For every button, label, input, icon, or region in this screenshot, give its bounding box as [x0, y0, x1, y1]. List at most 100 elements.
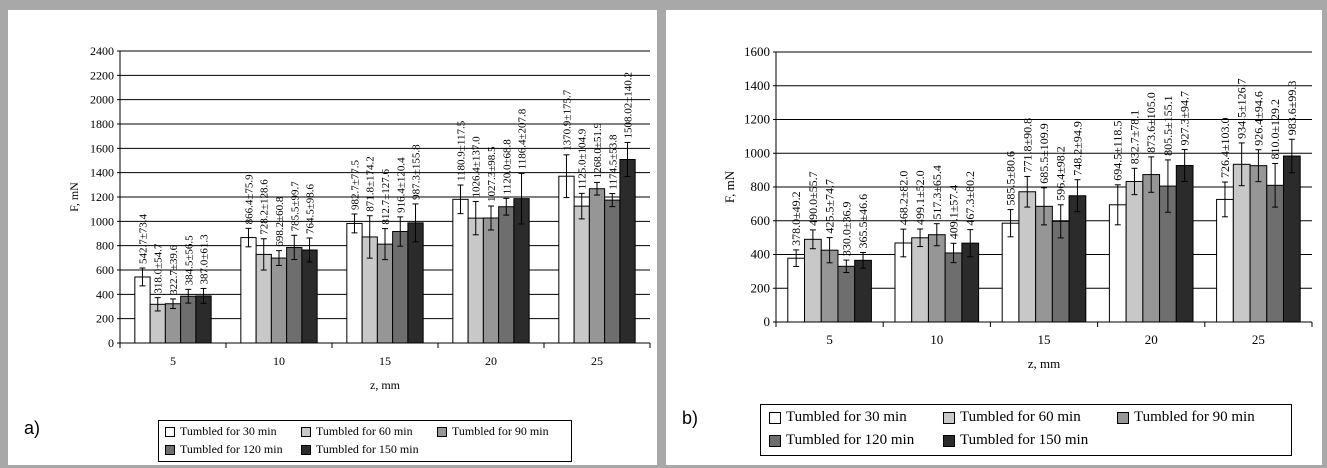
bar	[1232, 163, 1251, 323]
x-tick-label: 20	[1145, 332, 1158, 347]
data-label: 1370.9±175.7	[561, 89, 573, 151]
data-label: 983.6±99.3	[1285, 81, 1299, 136]
bar	[1216, 198, 1234, 323]
legend-item: Tumbled for 90 min	[1117, 409, 1255, 426]
bar	[558, 175, 575, 344]
bar	[1249, 165, 1268, 323]
legend-label: Tumbled for 150 min	[960, 432, 1089, 448]
y-tick-label: 1800	[90, 117, 114, 131]
bar	[240, 237, 257, 344]
data-label: 318.0±54.7	[153, 243, 165, 294]
bar	[1001, 222, 1020, 323]
legend-swatch	[769, 411, 781, 424]
legend-swatch	[943, 434, 955, 447]
x-tick-label: 25	[1252, 332, 1265, 347]
bar	[452, 198, 469, 344]
bar	[1142, 174, 1161, 323]
data-label: 384.5±56.5	[183, 235, 195, 286]
bar	[944, 252, 963, 323]
legend-item: Tumbled for 150 min	[301, 442, 419, 457]
data-label: 1027.3±98.5	[486, 146, 498, 202]
x-tick-label: 5	[170, 354, 176, 368]
bar	[854, 259, 872, 323]
bar	[1068, 195, 1087, 323]
y-tick-label: 1600	[90, 141, 114, 155]
data-label: 1508.02±140.2	[623, 72, 635, 139]
y-tick-label: 0	[764, 314, 771, 329]
legend-item: Tumbled for 30 min	[769, 409, 907, 426]
legend-swatch	[165, 426, 175, 437]
data-label: 812.7±127.6	[380, 169, 392, 225]
data-label: 468.2±82.0	[896, 171, 910, 226]
bar	[1018, 191, 1037, 323]
data-label: 499.1±52.0	[913, 170, 927, 225]
data-label: 685.5±109.9	[1037, 123, 1051, 184]
y-tick-label: 1200	[744, 112, 770, 127]
y-tick-label: 1400	[744, 78, 770, 93]
data-label: 987.3±155.8	[411, 144, 423, 200]
data-label: 1268.0±51.9	[592, 122, 604, 178]
x-tick-label: 25	[591, 354, 603, 368]
data-label: 810.0±129.2	[1268, 99, 1282, 160]
bar	[1282, 155, 1301, 323]
data-label: 832.7±78.1	[1127, 110, 1141, 165]
data-label: 1125.0±104.9	[577, 128, 589, 189]
data-label: 425.5±74.7	[823, 179, 837, 234]
bar	[346, 222, 363, 344]
y-tick-label: 2400	[90, 44, 114, 58]
bar	[270, 257, 288, 344]
bar	[164, 303, 182, 344]
bar	[286, 246, 303, 344]
legend-label: Tumbled for 30 min	[180, 424, 277, 438]
legend-swatch	[943, 411, 955, 424]
bar	[1175, 165, 1194, 323]
x-tick-label: 10	[273, 354, 285, 368]
legend-label: Tumbled for 60 min	[960, 409, 1081, 425]
y-tick-label: 600	[751, 213, 771, 228]
x-tick-label: 5	[826, 332, 833, 347]
y-tick-label: 0	[108, 336, 114, 350]
legend-item: Tumbled for 150 min	[943, 432, 1088, 449]
legend-swatch	[165, 444, 175, 455]
data-label: 387.0±61.3	[199, 234, 211, 285]
bar	[804, 238, 822, 323]
legend-label: Tumbled for 150 min	[316, 442, 419, 456]
y-tick-label: 600	[96, 263, 114, 277]
bar	[604, 199, 621, 344]
y-tick-label: 2000	[90, 93, 114, 107]
chart-panel-a: 0 200 400 600 800 1000 1200 1400 1600 1800 2000 220…	[8, 10, 657, 465]
legend-label: Tumbled for 120 min	[786, 432, 915, 448]
data-label: 330.0±36.9	[839, 201, 853, 256]
data-label: 322.7±39.6	[168, 244, 180, 295]
data-label: 1180.9±117.5	[455, 120, 467, 181]
x-axis-label: z, mm	[370, 378, 401, 392]
data-label: 871.8±174.2	[365, 156, 377, 212]
chart-panel-b: 0 200 400 600 800 1000 1200 1400 1600 378.0±49.2 4…	[666, 10, 1322, 465]
y-tick-label: 200	[96, 312, 114, 326]
legend-swatch	[437, 426, 447, 437]
bar	[301, 249, 318, 344]
bar	[911, 237, 929, 323]
y-tick-label: 1600	[744, 44, 770, 59]
data-label: 1120.0±68.8	[501, 139, 513, 195]
legend-b: Tumbled for 30 min Tumbled for 60 min Tumb…	[760, 404, 1292, 456]
data-label: 748.2±94.9	[1070, 121, 1084, 176]
legend-swatch	[769, 434, 781, 447]
data-label: 873.6±105.0	[1144, 92, 1158, 153]
y-tick-label: 200	[751, 280, 771, 295]
panel-label-a: a)	[24, 418, 41, 438]
legend-swatch	[301, 426, 311, 437]
legend-item: Tumbled for 60 min	[943, 409, 1081, 426]
bar	[619, 159, 636, 344]
bar	[1125, 180, 1144, 323]
legend-label: Tumbled for 90 min	[1134, 409, 1255, 425]
panel-label-b: b)	[682, 408, 699, 428]
y-tick-label: 800	[751, 179, 771, 194]
bar	[573, 205, 590, 344]
y-axis-label: F, mN	[67, 182, 81, 212]
data-label: 726.4±103.0	[1218, 117, 1232, 178]
data-label: 378.0±49.2	[789, 191, 803, 246]
data-label: 934.5±126.7	[1235, 78, 1249, 139]
data-label: 982.7±77.5	[349, 159, 361, 210]
data-label: 585.5±80.6	[1004, 151, 1018, 206]
